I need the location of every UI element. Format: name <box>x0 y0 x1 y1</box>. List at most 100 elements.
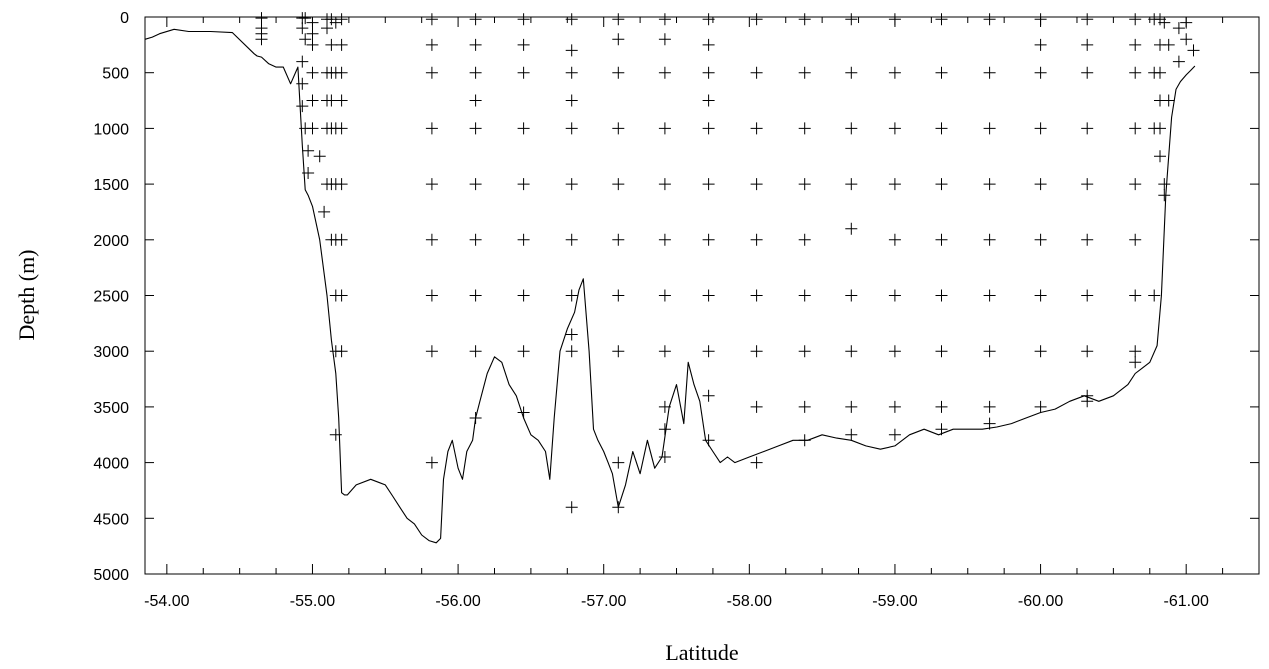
sample-point <box>1034 38 1047 51</box>
sample-point <box>1081 345 1094 358</box>
sample-point <box>335 345 348 358</box>
sample-point <box>329 16 342 29</box>
sample-point <box>612 456 625 469</box>
sample-point <box>750 178 763 191</box>
sample-point <box>888 289 901 302</box>
sample-point <box>517 345 530 358</box>
sample-point <box>935 400 948 413</box>
x-tick-label: -55.00 <box>290 593 335 610</box>
sample-point <box>702 38 715 51</box>
sample-point <box>798 66 811 79</box>
sample-point <box>1158 16 1171 29</box>
sample-point <box>565 66 578 79</box>
sample-point <box>469 122 482 135</box>
sample-point <box>1034 289 1047 302</box>
sample-point <box>302 167 315 179</box>
sample-point <box>565 289 578 302</box>
sample-point <box>1180 33 1193 46</box>
sample-point <box>517 233 530 246</box>
sample-point <box>425 122 438 135</box>
y-tick-labels: 0 500 1000 1500 2000 2500 3000 3500 4000 4500 5000 <box>93 10 129 584</box>
sample-point <box>702 122 715 135</box>
sample-point <box>750 289 763 302</box>
sample-point <box>1034 122 1047 135</box>
sample-point <box>935 423 948 436</box>
sample-point <box>565 178 578 191</box>
y-tick-label: 3000 <box>93 344 129 361</box>
sample-point <box>306 38 319 51</box>
sample-point <box>750 345 763 358</box>
sample-point <box>1129 233 1142 246</box>
sample-point <box>321 22 333 35</box>
x-tick-labels: -54.00 -55.00 -56.00 -57.00 -58.00 -59.00 -60.… <box>144 593 1209 610</box>
sample-point <box>845 345 858 358</box>
sample-point <box>469 94 482 107</box>
sample-point <box>469 289 482 302</box>
sample-point <box>658 423 671 436</box>
sample-point <box>798 233 811 246</box>
sample-point <box>702 178 715 191</box>
x-tick-label: -58.00 <box>727 593 772 610</box>
sample-point <box>612 289 625 302</box>
sample-point <box>845 222 858 235</box>
sample-point <box>983 345 996 358</box>
plot-frame <box>144 16 1260 575</box>
sample-point <box>750 456 763 469</box>
sample-point <box>798 122 811 135</box>
sample-point <box>335 66 348 79</box>
sample-point <box>1154 122 1166 135</box>
sample-point <box>1034 233 1047 246</box>
sample-point <box>425 233 438 246</box>
sample-point <box>1172 55 1185 68</box>
y-tick-label: 5000 <box>93 567 129 584</box>
sample-point <box>658 289 671 302</box>
sample-point <box>750 400 763 413</box>
sample-point <box>845 13 858 26</box>
sample-point <box>299 33 312 46</box>
sample-point <box>658 66 671 79</box>
sample-point <box>612 13 625 26</box>
sample-point <box>1081 233 1094 246</box>
sample-point <box>658 122 671 135</box>
sample-point <box>612 345 625 358</box>
sample-point <box>935 345 948 358</box>
sample-point <box>425 38 438 51</box>
sample-point <box>565 345 578 358</box>
sample-point <box>313 150 326 163</box>
sample-point <box>517 13 530 26</box>
sample-point <box>845 122 858 135</box>
sample-point <box>565 233 578 246</box>
sample-point <box>983 122 996 135</box>
sample-point <box>1034 178 1047 191</box>
sample-point <box>612 122 625 135</box>
sample-point <box>1081 66 1094 79</box>
sample-point <box>750 13 763 26</box>
sample-point <box>425 13 438 26</box>
sample-point <box>935 13 948 26</box>
sample-point <box>517 289 530 302</box>
sample-point <box>935 66 948 79</box>
sample-point <box>888 66 901 79</box>
sample-point <box>845 66 858 79</box>
y-tick-label: 0 <box>120 10 129 27</box>
sample-point <box>702 233 715 246</box>
sample-point <box>296 100 309 113</box>
sample-point <box>1129 38 1142 51</box>
sample-point <box>983 233 996 246</box>
sample-point <box>702 13 715 26</box>
y-tick-label: 4500 <box>93 511 129 528</box>
sample-point <box>798 13 811 26</box>
sample-point <box>612 66 625 79</box>
sample-point <box>612 233 625 246</box>
sample-point <box>888 178 901 191</box>
sample-point <box>1172 22 1185 35</box>
sample-point <box>845 178 858 191</box>
sample-point <box>1034 345 1047 358</box>
sample-point <box>798 178 811 191</box>
sample-point <box>1154 66 1166 79</box>
y-tick-label: 4000 <box>93 456 129 473</box>
sample-point <box>335 289 348 302</box>
sample-point <box>1154 150 1166 163</box>
sample-point <box>888 13 901 26</box>
sample-point <box>296 55 309 68</box>
